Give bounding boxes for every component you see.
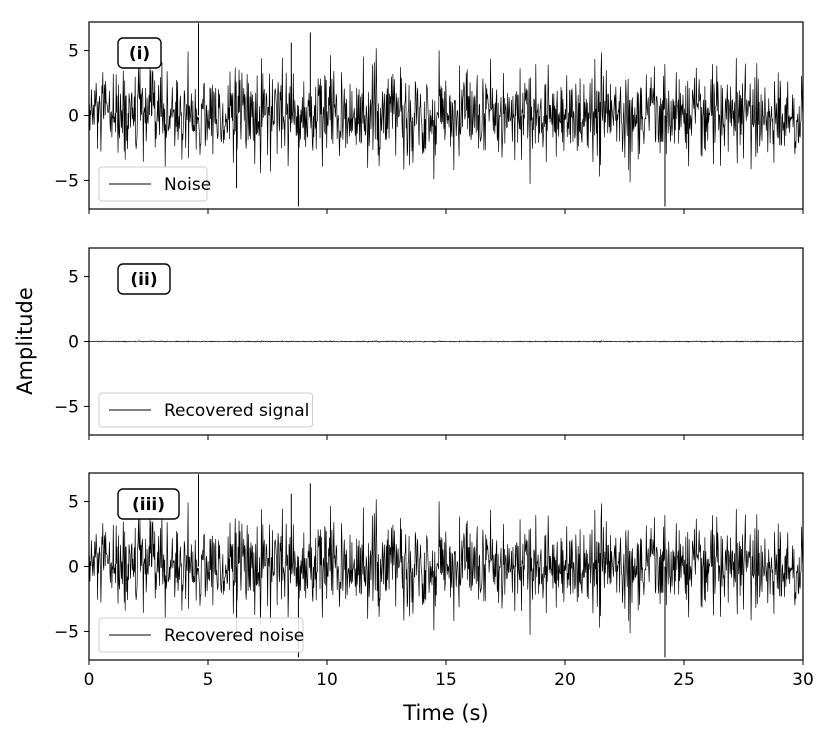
legend-box	[98, 166, 208, 202]
series-line	[88, 499, 804, 636]
y-axis-label: Amplitude	[13, 287, 37, 395]
panel-3: 5 0 −5 0 5 10 15 20 25 30 (iii) Recovered noise	[54, 472, 814, 690]
legend-label: Recovered noise	[164, 626, 304, 646]
x-tick-label: 20	[554, 670, 576, 690]
y-tick-label: 0	[68, 558, 79, 578]
legend-label: Recovered signal	[164, 401, 309, 421]
y-tick-label: 0	[68, 333, 79, 353]
y-tick-label: 5	[68, 493, 79, 513]
y-tick-label: −5	[54, 397, 79, 417]
series-line	[88, 48, 804, 185]
legend: Recovered signal	[98, 392, 314, 428]
y-tick-label: 5	[68, 42, 79, 62]
panels: 5 0 −5 (i) Noise 5 0 −5 (ii) Recovered signal 5 0 −5…	[54, 21, 814, 690]
x-tick-label: 0	[84, 670, 95, 690]
panel-tag-box	[117, 37, 162, 69]
panel-tag: (i)	[117, 37, 162, 69]
panel-tag-text: (i)	[129, 44, 150, 64]
panel-tag: (ii)	[117, 263, 171, 295]
x-tick-label: 25	[673, 670, 695, 690]
series-line	[88, 340, 804, 343]
panel-2: 5 0 −5 (ii) Recovered signal	[54, 247, 804, 440]
y-tick-label: −5	[54, 171, 79, 191]
x-tick-label: 30	[792, 670, 814, 690]
y-tick-label: 5	[68, 268, 79, 288]
legend-label: Noise	[164, 175, 211, 195]
x-tick-label: 15	[435, 670, 457, 690]
x-axis-label: Time (s)	[402, 701, 488, 725]
x-tick-label: 5	[203, 670, 214, 690]
legend-box	[98, 617, 304, 653]
y-tick-label: −5	[54, 622, 79, 642]
legend-box	[98, 392, 314, 428]
panel-tag: (iii)	[117, 488, 180, 520]
legend: Recovered noise	[98, 617, 304, 653]
panel-tag-text: (iii)	[132, 495, 165, 515]
panel-tag-box	[117, 263, 171, 295]
panel-tag-box	[117, 488, 180, 520]
legend: Noise	[98, 166, 211, 202]
x-tick-label: 10	[316, 670, 338, 690]
panel-tag-text: (ii)	[130, 270, 157, 290]
y-tick-label: 0	[68, 107, 79, 127]
panel-1: 5 0 −5 (i) Noise	[54, 21, 804, 214]
